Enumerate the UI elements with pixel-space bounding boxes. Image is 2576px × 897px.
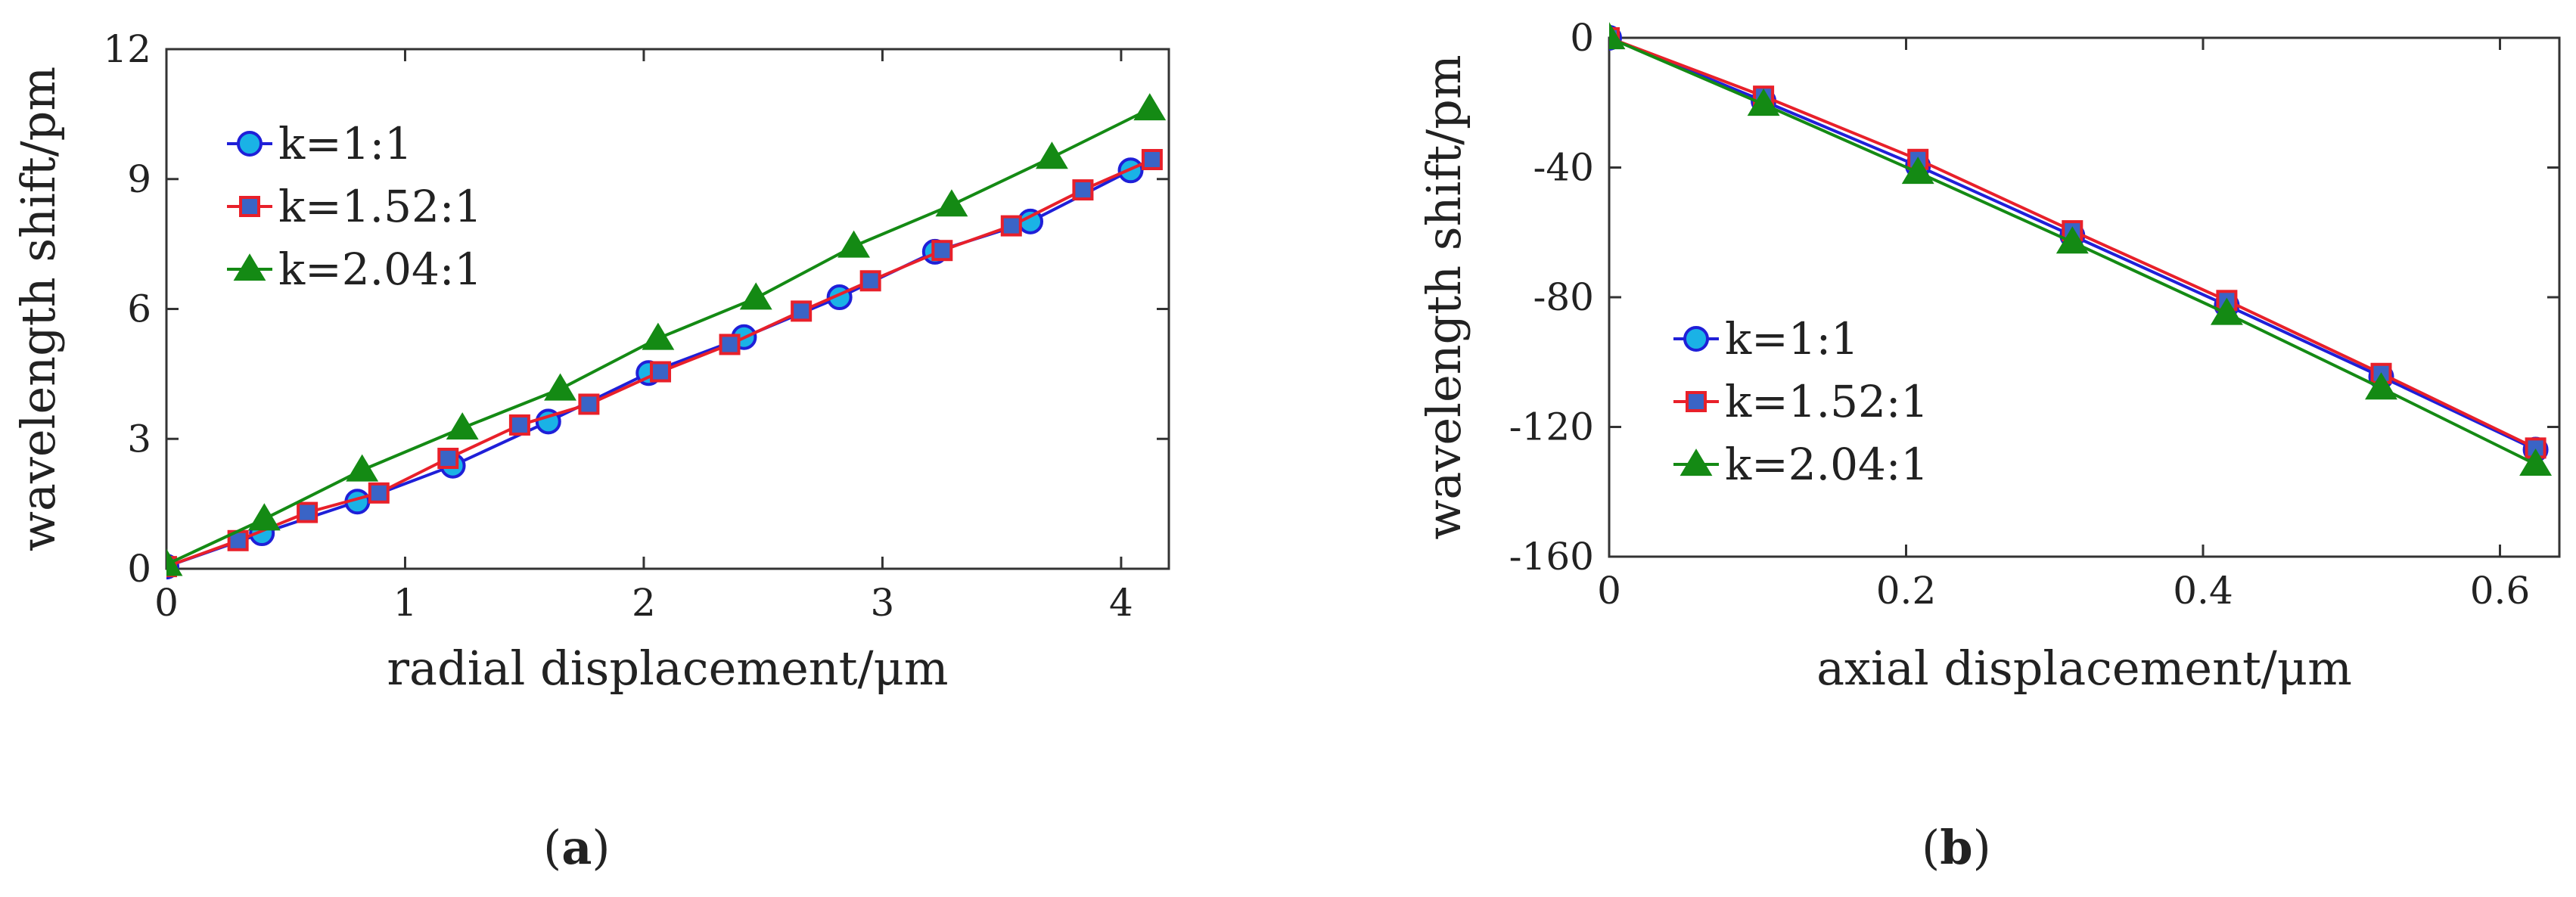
data-point-square <box>437 448 459 470</box>
x-tick-label: 0.4 <box>2173 569 2233 613</box>
data-point-triangle <box>1609 22 1626 50</box>
x-axis-label: radial displacement/μm <box>387 641 948 696</box>
data-point-circle <box>1683 326 1709 352</box>
data-point-triangle <box>2056 226 2089 254</box>
panel-label: (a) <box>543 820 611 875</box>
legend-label: k=1:1 <box>278 118 412 169</box>
legend-entry-k=2.04:1: k=2.04:1 <box>227 244 482 295</box>
data-point-square <box>1686 391 1707 412</box>
legend-entry-k=1.52:1: k=1.52:1 <box>1673 376 1928 427</box>
y-tick-label: -40 <box>1533 146 1594 190</box>
y-tick-label: 3 <box>127 417 151 461</box>
legend-label: k=1.52:1 <box>1725 376 1928 427</box>
data-point-square <box>931 240 953 262</box>
y-tick-label: 12 <box>103 27 151 71</box>
legend-entry-k=1.52:1: k=1.52:1 <box>227 181 482 232</box>
panel-letter: a <box>561 820 592 875</box>
x-tick-label: 0 <box>1597 569 1621 613</box>
data-point-square <box>1141 148 1163 170</box>
x-tick-label: 0 <box>154 581 179 625</box>
data-point-triangle <box>166 548 183 576</box>
panel-paren-open: ( <box>543 820 561 875</box>
data-point-triangle <box>1747 88 1780 116</box>
data-point-square <box>508 414 530 436</box>
data-point-square <box>297 501 319 523</box>
data-point-square <box>1000 215 1022 237</box>
series-k=2.04:1 <box>166 93 1167 576</box>
panel-paren-close: ) <box>592 820 610 875</box>
data-point-triangle <box>446 412 479 440</box>
data-point-triangle <box>1901 157 1934 185</box>
data-point-triangle <box>1133 93 1167 121</box>
y-tick-label: 0 <box>1570 16 1594 60</box>
data-point-triangle <box>2365 372 2397 400</box>
data-point-triangle <box>837 230 871 258</box>
data-point-circle <box>237 131 263 157</box>
data-point-triangle <box>935 189 968 217</box>
x-tick-label: 4 <box>1109 581 1133 625</box>
legend-label: k=1.52:1 <box>278 181 482 232</box>
chart-panel-b: 0 0.2 0.4 0.6 0 -40 -80 -120 -160 axial displacem… <box>1416 16 2561 875</box>
series-k=2.04:1 <box>1609 22 2553 476</box>
y-tick-label: -160 <box>1509 535 1594 579</box>
plot-frame <box>1608 36 2561 558</box>
x-tick-label: 0.2 <box>1876 569 1937 613</box>
data-point-triangle <box>2210 297 2243 325</box>
data-point-triangle <box>1035 141 1068 169</box>
data-point-triangle <box>739 282 772 310</box>
panel-paren-open: ( <box>1922 820 1940 875</box>
legend-entry-k=1:1: k=1:1 <box>227 118 412 169</box>
data-point-square <box>791 300 813 322</box>
legend-entry-k=2.04:1: k=2.04:1 <box>1673 439 1928 490</box>
legend-label: k=2.04:1 <box>278 244 482 295</box>
legend-entry-k=1:1: k=1:1 <box>1673 313 1859 365</box>
legend-label: k=2.04:1 <box>1725 439 1928 490</box>
x-tick-label: 2 <box>632 581 656 625</box>
data-point-square <box>650 361 672 383</box>
data-point-square <box>239 196 260 217</box>
y-tick-label: 9 <box>127 157 151 201</box>
data-point-triangle <box>642 322 675 350</box>
y-tick-label: 0 <box>127 547 151 591</box>
data-point-square <box>1072 179 1094 201</box>
legend-label: k=1:1 <box>1725 313 1859 365</box>
panel-label: (b) <box>1922 820 1991 875</box>
data-point-square <box>859 270 881 292</box>
x-tick-label: 0.6 <box>2470 569 2531 613</box>
y-tick-label: -80 <box>1533 275 1594 319</box>
y-tick-label: 6 <box>127 287 151 331</box>
data-point-triangle <box>1680 448 1713 476</box>
plot-frame <box>165 48 1170 570</box>
data-point-triangle <box>2519 448 2553 476</box>
x-axis-label: axial displacement/μm <box>1816 641 2352 696</box>
panel-paren-close: ) <box>1973 820 1991 875</box>
x-tick-label: 1 <box>393 581 418 625</box>
panel-letter: b <box>1940 820 1972 875</box>
data-point-triangle <box>247 503 281 531</box>
y-axis-label: wavelength shift/pm <box>1416 54 1471 539</box>
data-point-triangle <box>544 373 576 401</box>
data-point-square <box>719 334 741 355</box>
data-point-square <box>368 482 390 504</box>
data-point-square <box>578 393 600 415</box>
data-point-triangle <box>346 454 379 482</box>
x-tick-label: 3 <box>871 581 895 625</box>
data-point-triangle <box>233 253 266 281</box>
y-axis-label: wavelength shift/pm <box>11 67 66 551</box>
y-tick-label: -120 <box>1509 405 1594 449</box>
